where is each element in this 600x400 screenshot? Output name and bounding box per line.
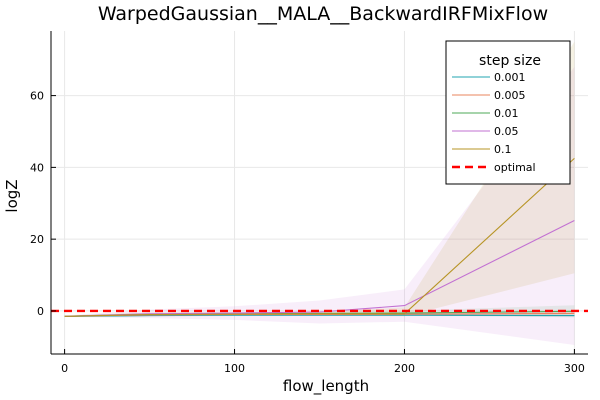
series-line: [64, 157, 575, 317]
y-tick-labels: 0 20 40 60: [30, 90, 44, 318]
legend: step size 0.001 0.005 0.01 0.05 0.1 optimal: [445, 40, 571, 185]
x-tick-label: 300: [564, 362, 585, 375]
plot-area: 0 100 200 300 0 20 40 60: [30, 31, 588, 375]
x-axis-title: flow_length: [283, 377, 369, 396]
y-axis-title: logZ: [3, 179, 21, 212]
x-tick-label: 100: [224, 362, 245, 375]
legend-label: 0.05: [494, 125, 519, 138]
grid: [51, 31, 588, 354]
legend-label: 0.001: [494, 71, 526, 84]
y-tick-label: 40: [30, 161, 44, 174]
series-lines: [64, 157, 575, 317]
x-tick-labels: 0 100 200 300: [61, 362, 585, 375]
legend-label: 0.005: [494, 89, 526, 102]
series-line: [64, 314, 575, 317]
legend-label: optimal: [494, 161, 536, 174]
y-tick-label: 0: [37, 305, 44, 318]
legend-title: step size: [479, 53, 541, 69]
chart-title: WarpedGaussian__MALA__BackwardIRFMixFlow: [98, 3, 548, 25]
axes: [50, 31, 588, 355]
legend-label: 0.01: [494, 107, 519, 120]
legend-items: 0.001 0.005 0.01 0.05 0.1 optimal: [452, 71, 536, 174]
x-tick-label: 200: [394, 362, 415, 375]
x-tick-label: 0: [61, 362, 68, 375]
legend-label: 0.1: [494, 143, 512, 156]
y-tick-label: 60: [30, 90, 44, 103]
y-tick-label: 20: [30, 233, 44, 246]
series-line: [64, 220, 575, 317]
series-band: [64, 41, 575, 318]
